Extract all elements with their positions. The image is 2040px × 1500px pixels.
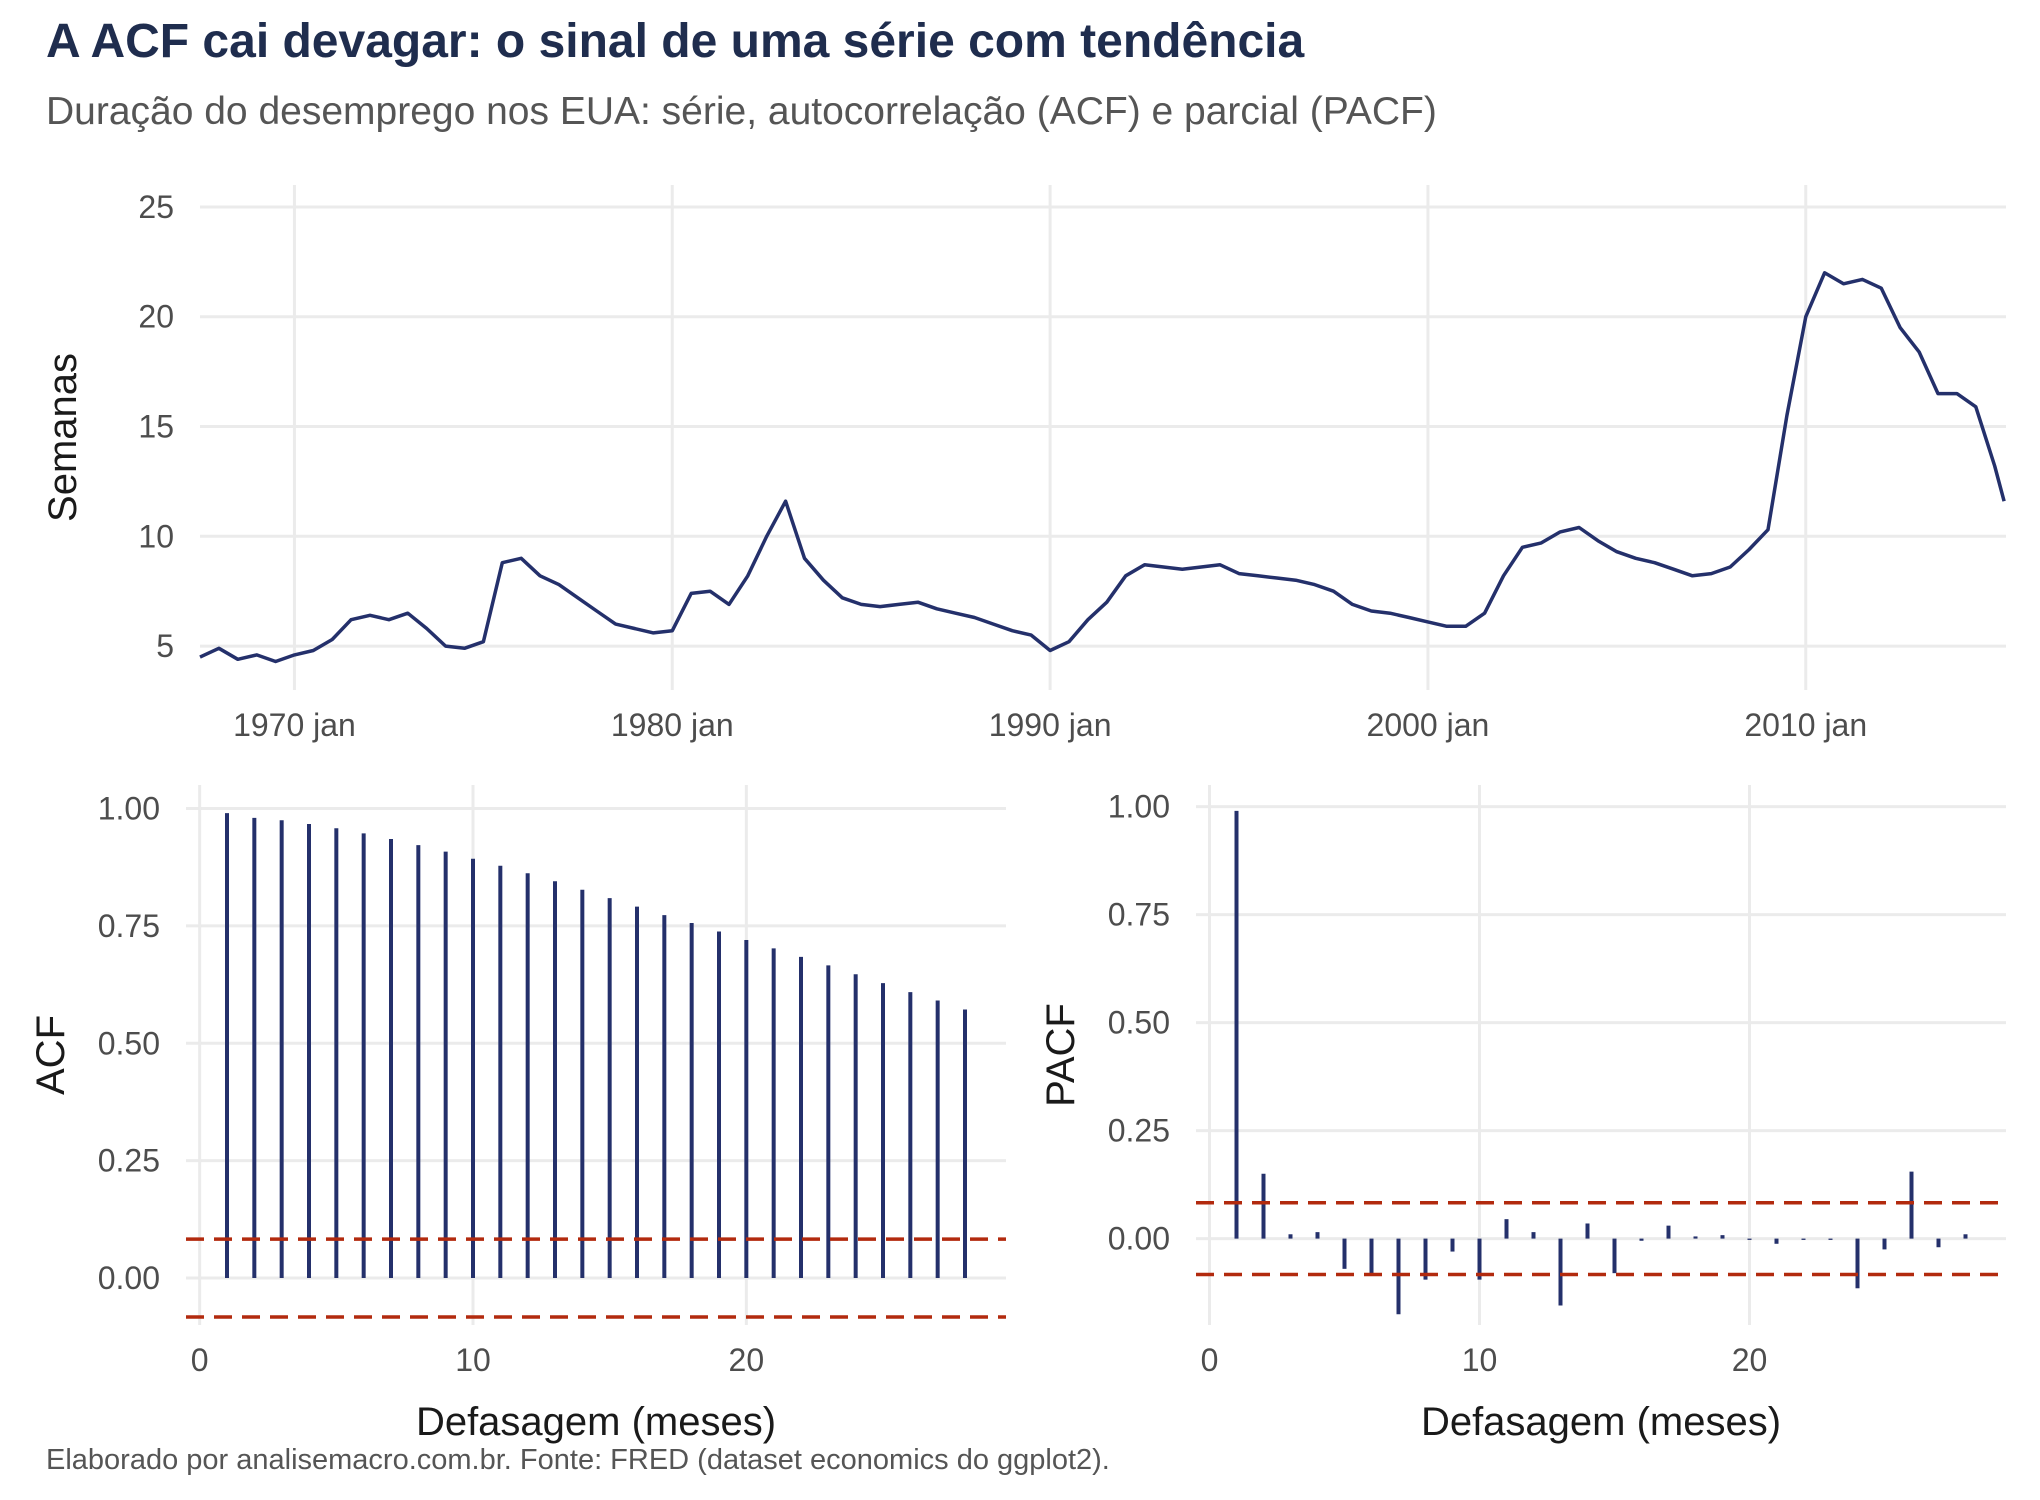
x-tick-label: 20	[1732, 1342, 1768, 1378]
x-tick-label: 10	[455, 1342, 491, 1378]
series-line	[199, 271, 2006, 664]
y-tick-label: 1.00	[1108, 789, 1170, 825]
x-tick-label: 20	[729, 1342, 765, 1378]
y-tick-label: 0.00	[98, 1260, 160, 1296]
chart-subtitle: Duração do desemprego nos EUA: série, au…	[46, 90, 1437, 133]
x-tick-label: 2000 jan	[1367, 707, 1490, 743]
y-tick-label: 0.50	[1108, 1005, 1170, 1041]
x-axis-title: Defasagem (meses)	[416, 1400, 776, 1444]
pacf-panel: 0.00 0.25 0.50 0.75 1.00 0 10 20 Defasagem (mese…	[1039, 785, 2006, 1444]
y-axis-title: PACF	[1039, 1003, 1083, 1107]
x-axis-title: Defasagem (meses)	[1421, 1400, 1781, 1444]
x-tick-label: 10	[1462, 1342, 1498, 1378]
x-tick-label: 1990 jan	[989, 707, 1112, 743]
x-tick-label: 1980 jan	[611, 707, 734, 743]
y-tick-label: 5	[156, 628, 174, 664]
series-panel: 5 10 15 20 25 1970 jan 1980 jan 1990 jan 2000 ja…	[41, 185, 2006, 743]
y-tick-label: 10	[138, 518, 174, 554]
y-tick-label: 20	[138, 299, 174, 335]
x-tick-label: 0	[191, 1342, 209, 1378]
chart-caption: Elaborado por analisemacro.com.br. Fonte…	[46, 1444, 1110, 1476]
y-tick-label: 0.00	[1108, 1221, 1170, 1257]
x-tick-label: 1970 jan	[233, 707, 356, 743]
y-tick-label: 0.75	[98, 908, 160, 944]
x-tick-label: 0	[1201, 1342, 1219, 1378]
y-tick-label: 1.00	[98, 790, 160, 826]
acf-panel: 0.00 0.25 0.50 0.75 1.00 0 10 20 Defasagem (mese…	[29, 785, 1006, 1444]
x-tick-label: 2010 jan	[1744, 707, 1867, 743]
y-tick-label: 0.25	[98, 1143, 160, 1179]
y-tick-label: 0.25	[1108, 1113, 1170, 1149]
chart-title: A ACF cai devagar: o sinal de uma série …	[46, 15, 1305, 68]
y-tick-label: 25	[138, 189, 174, 225]
y-axis-title: Semanas	[41, 353, 85, 522]
y-axis-title: ACF	[29, 1015, 73, 1095]
y-tick-label: 15	[138, 409, 174, 445]
y-tick-label: 0.50	[98, 1025, 160, 1061]
y-tick-label: 0.75	[1108, 897, 1170, 933]
